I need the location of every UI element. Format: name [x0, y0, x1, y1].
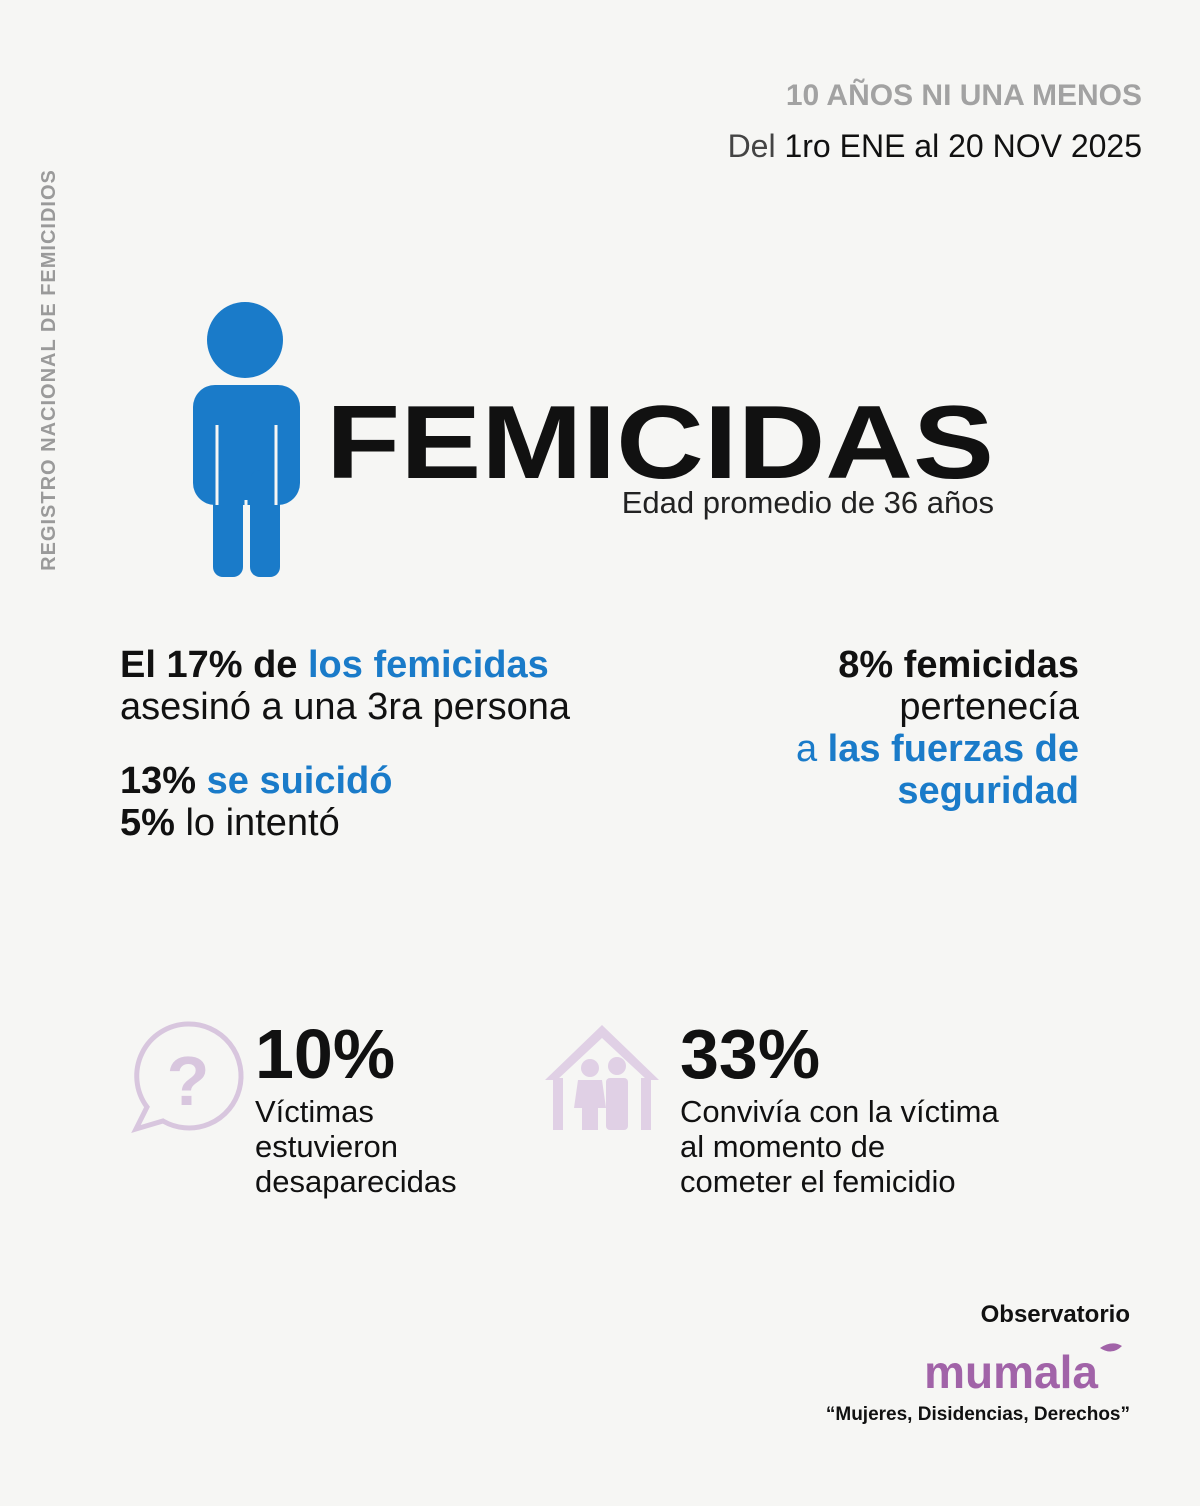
stat-lead: El 17% de — [120, 644, 297, 686]
period: Del 1ro ENE al 20 NOV 2025 — [728, 128, 1142, 164]
stat-text: Convivía con la víctima — [680, 1094, 999, 1129]
stat-text: lo intentó — [185, 802, 339, 844]
side-label: REGISTRO NACIONAL DE FEMICIDIOS — [38, 169, 60, 571]
stat-value: 33% — [680, 1015, 820, 1093]
stat-line: 13% se suicidó — [120, 760, 392, 802]
stat-line: El 17% de los femicidas — [120, 644, 549, 686]
question-icon: ? — [131, 1021, 244, 1134]
stat-text: Víctimas — [255, 1094, 374, 1129]
stat-value: 5% — [120, 802, 175, 844]
stat-text: al momento de — [680, 1129, 885, 1164]
person-icon — [193, 302, 300, 577]
person-icon-lines — [215, 425, 278, 577]
stat-connector: a — [796, 728, 818, 770]
motto: “Mujeres, Disidencias, Derechos” — [826, 1404, 1130, 1425]
stat-text: pertenecía — [899, 686, 1079, 728]
stat-text: estuvieron — [255, 1129, 398, 1164]
stat-text: asesinó a una 3ra persona — [120, 686, 571, 728]
svg-text:?: ? — [167, 1042, 210, 1120]
stat-line: 5% lo intentó — [120, 802, 340, 844]
campaign: 10 AÑOS NI UNA MENOS — [786, 78, 1142, 112]
logo: mumala — [924, 1346, 1098, 1398]
observatory: Observatorio — [981, 1301, 1130, 1328]
stat-line: a las fuerzas de — [796, 728, 1079, 770]
title: FEMICIDAS — [326, 385, 994, 501]
stat-highlight: se suicidó — [207, 760, 393, 802]
stat-text: cometer el femicidio — [680, 1164, 956, 1199]
period-range: 1ro ENE al 20 NOV 2025 — [784, 128, 1142, 164]
house-icon — [545, 1025, 659, 1130]
period-prefix: Del — [728, 128, 776, 164]
logo-leaf — [1100, 1343, 1122, 1352]
stat-highlight: seguridad — [897, 770, 1079, 812]
stat-value: 10% — [255, 1015, 395, 1093]
stat-lead: 8% femicidas — [838, 644, 1079, 686]
stat-text: desaparecidas — [255, 1164, 457, 1199]
stat-highlight: los femicidas — [308, 644, 549, 686]
stat-value: 13% — [120, 760, 196, 802]
stat-highlight: las fuerzas de — [828, 728, 1079, 770]
subtitle: Edad promedio de 36 años — [622, 485, 994, 520]
